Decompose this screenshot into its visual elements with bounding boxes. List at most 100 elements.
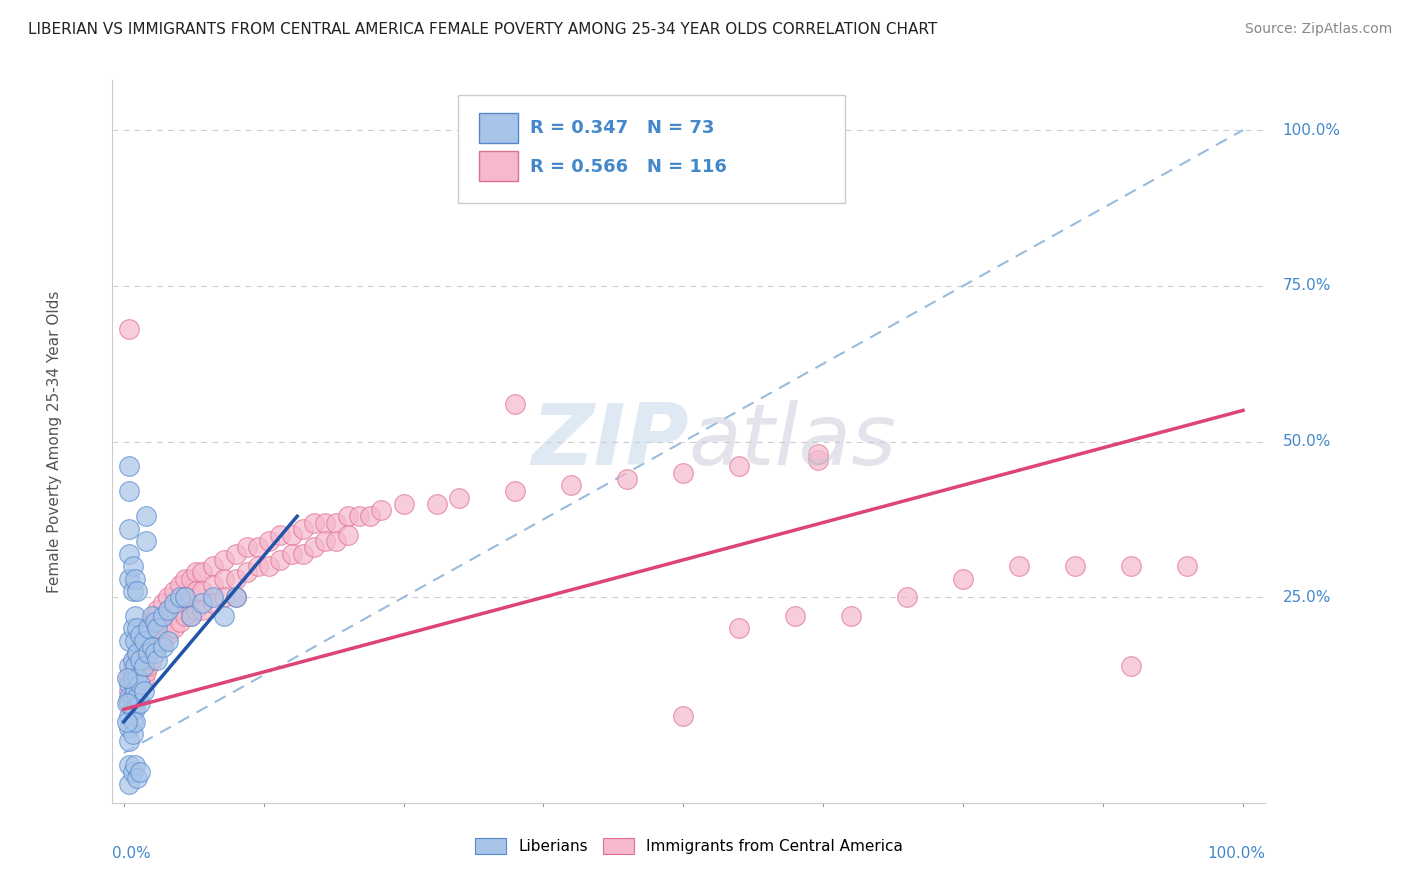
Point <box>246 541 269 555</box>
Text: R = 0.347   N = 73: R = 0.347 N = 73 <box>530 119 714 137</box>
Text: atlas: atlas <box>689 400 897 483</box>
Point <box>236 566 259 580</box>
Point <box>127 771 149 785</box>
Point <box>325 516 347 530</box>
Point <box>169 591 191 605</box>
Point <box>118 677 141 691</box>
Point <box>118 690 141 704</box>
Point <box>132 671 155 685</box>
Point <box>728 621 751 635</box>
Point <box>121 652 143 666</box>
Point <box>225 591 247 605</box>
Point <box>505 484 527 499</box>
Point <box>952 572 974 586</box>
Point <box>269 528 291 542</box>
Point <box>121 764 143 779</box>
Point <box>1119 559 1142 574</box>
Point <box>127 683 149 698</box>
Point <box>124 690 146 704</box>
Point <box>146 603 169 617</box>
Point <box>135 665 157 679</box>
Point <box>129 652 152 666</box>
Point <box>169 615 191 630</box>
Point <box>449 491 471 505</box>
Point <box>174 572 197 586</box>
Text: Source: ZipAtlas.com: Source: ZipAtlas.com <box>1244 22 1392 37</box>
Point <box>325 534 347 549</box>
Point <box>236 541 259 555</box>
Point <box>202 559 225 574</box>
Point <box>370 503 392 517</box>
Point <box>169 578 191 592</box>
Point <box>118 671 141 685</box>
Point <box>118 658 141 673</box>
Point <box>152 609 174 624</box>
Point <box>214 572 236 586</box>
Text: ZIP: ZIP <box>531 400 689 483</box>
Point <box>152 633 174 648</box>
Point <box>141 633 163 648</box>
Point <box>141 640 163 654</box>
Point <box>426 497 449 511</box>
Point <box>124 658 146 673</box>
Point <box>314 516 336 530</box>
Text: 100.0%: 100.0% <box>1208 847 1265 861</box>
Point <box>129 677 152 691</box>
FancyBboxPatch shape <box>479 151 519 181</box>
Point <box>314 534 336 549</box>
Point <box>127 665 149 679</box>
Text: 0.0%: 0.0% <box>112 847 152 861</box>
Text: 25.0%: 25.0% <box>1282 590 1331 605</box>
Point <box>118 708 141 723</box>
Point <box>141 615 163 630</box>
Point <box>186 603 208 617</box>
Point <box>118 484 141 499</box>
Point <box>124 572 146 586</box>
Point <box>152 640 174 654</box>
Point <box>118 777 141 791</box>
Point <box>127 584 149 599</box>
Point <box>257 559 280 574</box>
Point <box>186 566 208 580</box>
Point <box>191 566 214 580</box>
Point <box>1064 559 1087 574</box>
Point <box>225 572 247 586</box>
Point <box>180 572 202 586</box>
Point <box>127 646 149 660</box>
Point <box>143 646 166 660</box>
Point <box>807 453 830 467</box>
Point <box>135 509 157 524</box>
Point <box>127 646 149 660</box>
Point <box>280 547 302 561</box>
Point <box>152 615 174 630</box>
Point <box>214 591 236 605</box>
Point <box>560 478 582 492</box>
Point <box>121 714 143 729</box>
Point <box>121 690 143 704</box>
Point <box>225 547 247 561</box>
Point <box>115 696 138 710</box>
Point <box>163 621 186 635</box>
Point <box>121 621 143 635</box>
Point <box>214 553 236 567</box>
Point <box>124 683 146 698</box>
Point <box>163 597 186 611</box>
Point <box>129 696 152 710</box>
Point <box>163 584 186 599</box>
Point <box>1119 658 1142 673</box>
Point <box>174 591 197 605</box>
Text: Female Poverty Among 25-34 Year Olds: Female Poverty Among 25-34 Year Olds <box>48 291 62 592</box>
Point <box>124 758 146 772</box>
Point <box>118 547 141 561</box>
Point <box>118 758 141 772</box>
Point <box>728 459 751 474</box>
Point <box>246 559 269 574</box>
Point <box>129 677 152 691</box>
Text: 75.0%: 75.0% <box>1282 278 1331 293</box>
Point <box>118 683 141 698</box>
Point <box>291 522 314 536</box>
Point <box>129 658 152 673</box>
FancyBboxPatch shape <box>458 95 845 203</box>
Point <box>202 591 225 605</box>
Point <box>121 727 143 741</box>
